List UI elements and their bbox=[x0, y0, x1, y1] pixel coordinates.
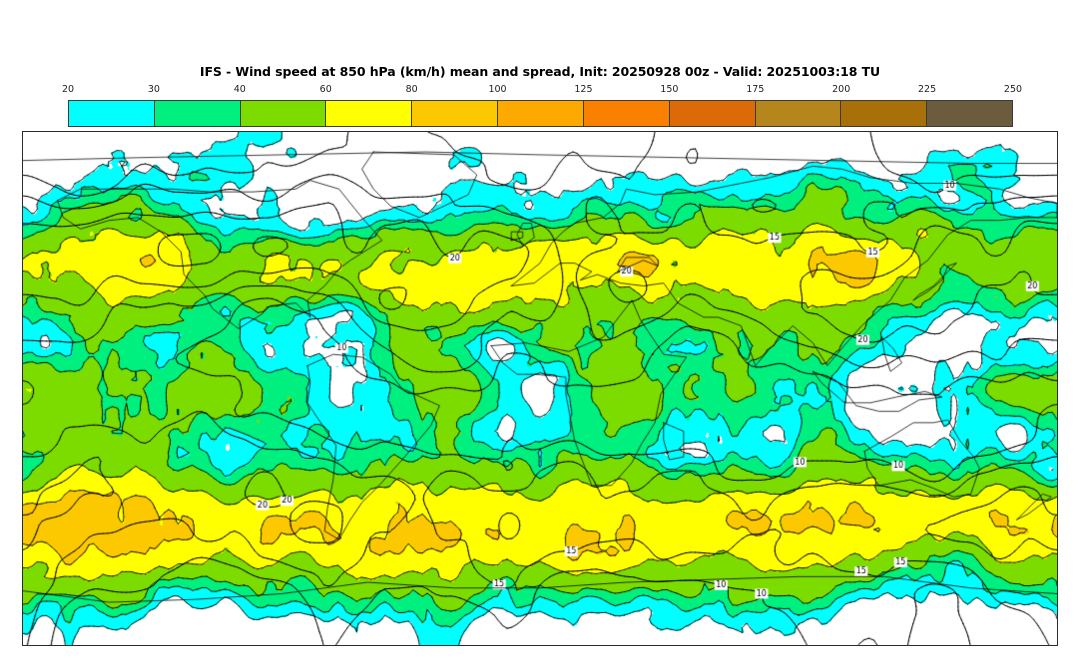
colorbar-segment-60-80 bbox=[326, 101, 413, 126]
colorbar-segment-80-100 bbox=[412, 101, 499, 126]
colorbar-tick-125: 125 bbox=[574, 84, 593, 95]
colorbar-tick-150: 150 bbox=[660, 84, 679, 95]
colorbar-tick-30: 30 bbox=[147, 84, 160, 95]
colorbar-segment-125-150 bbox=[583, 101, 670, 126]
colorbar-tick-labels: 20 30 40 60 80 100 125 150 175 200 225 250 bbox=[62, 84, 1022, 98]
colorbar-segment-225-250 bbox=[927, 101, 1012, 126]
colorbar-segment-150-175 bbox=[669, 101, 756, 126]
colorbar-tick-225: 225 bbox=[918, 84, 937, 95]
colorbar-segment-20-30 bbox=[69, 101, 155, 126]
colorbar-tick-250: 250 bbox=[1003, 84, 1023, 95]
colorbar-tick-100: 100 bbox=[488, 84, 507, 95]
wind-speed-map[interactable] bbox=[23, 132, 1057, 645]
colorbar-segment-200-225 bbox=[841, 101, 928, 126]
colorbar-tick-20: 20 bbox=[61, 84, 75, 95]
colorbar: 20 30 40 60 80 100 125 150 175 200 225 250 bbox=[62, 84, 1022, 130]
colorbar-segment-175-200 bbox=[755, 101, 842, 126]
colorbar-tick-40: 40 bbox=[233, 84, 246, 95]
colorbar-segments bbox=[68, 100, 1013, 127]
page-title: IFS - Wind speed at 850 hPa (km/h) mean … bbox=[199, 64, 881, 79]
map-frame[interactable]: from grib files provided by ECMWF ©2025 … bbox=[22, 131, 1058, 646]
colorbar-segment-30-40 bbox=[154, 101, 241, 126]
colorbar-tick-60: 60 bbox=[319, 84, 332, 95]
colorbar-segment-100-125 bbox=[498, 101, 584, 126]
colorbar-tick-80: 80 bbox=[405, 84, 418, 95]
colorbar-tick-200: 200 bbox=[832, 84, 851, 95]
colorbar-segment-40-60 bbox=[240, 101, 327, 126]
colorbar-tick-175: 175 bbox=[746, 84, 765, 95]
